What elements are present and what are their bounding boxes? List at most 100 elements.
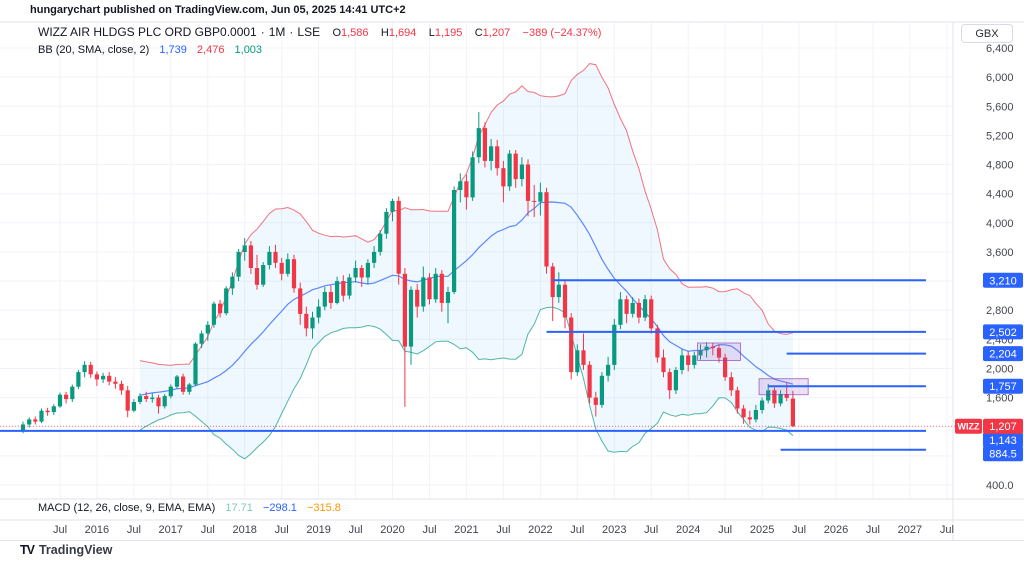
candle-body <box>150 397 155 400</box>
price-tick-label[interactable]: 4,000 <box>986 218 1014 230</box>
candle-body <box>267 251 272 265</box>
time-tick-label[interactable]: 2019 <box>306 524 330 536</box>
candle-body <box>692 355 697 365</box>
candle-body <box>532 200 537 202</box>
time-tick-label[interactable]: Jul <box>127 524 141 536</box>
candle-body <box>298 288 303 314</box>
candle-body <box>673 369 678 391</box>
candle-body <box>612 324 617 365</box>
symbol-price-tag-text: WIZZ <box>958 422 980 432</box>
time-tick-label[interactable]: Jul <box>201 524 215 536</box>
time-tick-label[interactable]: Jul <box>644 524 658 536</box>
tradingview-logo-text: TradingView <box>38 543 113 557</box>
candle-body <box>716 348 722 358</box>
price-tick-label[interactable]: 5,600 <box>986 101 1014 113</box>
candle-body <box>464 181 469 198</box>
supply-zone-box[interactable] <box>697 342 741 361</box>
price-tick-label[interactable]: 2,000 <box>986 364 1014 376</box>
level-price-label-text: 2,204 <box>989 349 1017 361</box>
price-tick-label[interactable]: 3,600 <box>986 247 1014 259</box>
time-tick-label[interactable]: 2021 <box>454 524 478 536</box>
time-tick-label[interactable]: 2025 <box>750 524 774 536</box>
level-price-label <box>983 346 1023 362</box>
price-tick-label[interactable]: 2,800 <box>986 305 1014 317</box>
candle-body <box>538 192 543 202</box>
candle-body <box>82 364 87 373</box>
candle-body <box>636 302 641 318</box>
time-tick-label[interactable]: 2022 <box>528 524 552 536</box>
candle-body <box>704 346 709 351</box>
price-tick-label[interactable]: 6,400 <box>986 43 1014 55</box>
candle-body <box>57 394 63 407</box>
time-tick-label[interactable]: Jul <box>718 524 732 536</box>
time-tick-label[interactable]: Jul <box>866 524 880 536</box>
attribution-text: hungarychart published on TradingView.co… <box>30 4 406 16</box>
candle-body <box>575 350 580 373</box>
candle-body <box>433 273 438 300</box>
time-tick-label[interactable]: Jul <box>496 524 510 536</box>
candle-body <box>784 394 789 398</box>
tradingview-logo[interactable]: TV TradingView <box>20 543 112 557</box>
currency-unit-button[interactable]: GBX <box>961 24 1013 43</box>
time-tick-label[interactable]: 2026 <box>824 524 848 536</box>
candle-body <box>199 333 204 344</box>
candle-body <box>39 410 44 422</box>
time-tick-label[interactable]: 2027 <box>898 524 922 536</box>
candle-body <box>593 397 598 405</box>
time-tick-label[interactable]: Jul <box>792 524 806 536</box>
price-tick-label[interactable]: 400.0 <box>986 480 1014 492</box>
candle-body <box>242 245 247 252</box>
candle-body <box>193 343 198 385</box>
price-tick-label[interactable]: 1,600 <box>986 393 1014 405</box>
candle-body <box>790 398 795 427</box>
time-tick-label[interactable]: Jul <box>349 524 363 536</box>
candle-body <box>205 324 210 334</box>
legend-separator: · <box>260 25 265 39</box>
time-tick-label[interactable]: 2023 <box>602 524 626 536</box>
candle-body <box>667 372 672 391</box>
candle-body <box>655 328 660 358</box>
time-tick-label[interactable]: Jul <box>570 524 584 536</box>
time-tick-label[interactable]: Jul <box>422 524 436 536</box>
candle-body <box>236 251 241 277</box>
macd-legend-row: MACD (12, 26, close, 9, EMA, EMA) 17.71 … <box>38 502 341 514</box>
change-value: −389 (−24.37%) <box>522 27 602 39</box>
time-tick-label[interactable]: Jul <box>940 524 954 536</box>
time-tick-label[interactable]: Jul <box>275 524 289 536</box>
candle-body <box>291 259 297 289</box>
candle-body <box>156 397 161 407</box>
candle-body <box>384 211 389 234</box>
candle-body <box>415 289 420 307</box>
price-tick-label[interactable]: 4,800 <box>986 160 1014 172</box>
price-tick-label[interactable]: 6,000 <box>986 72 1014 84</box>
candle-body <box>101 375 106 380</box>
time-tick-label[interactable]: 2020 <box>380 524 404 536</box>
candle-body <box>643 299 648 318</box>
level-price-label <box>983 324 1023 340</box>
ohlc-open: O1,586 <box>332 27 369 39</box>
tradingview-logo-icon: TV <box>20 543 35 557</box>
time-tick-label[interactable]: 2016 <box>85 524 109 536</box>
price-tick-label[interactable]: 5,200 <box>986 130 1014 142</box>
candle-body <box>162 396 167 407</box>
price-tick-label[interactable]: 4,400 <box>986 189 1014 201</box>
candle-body <box>513 153 518 180</box>
candle-body <box>550 266 555 298</box>
candle-body <box>556 284 561 298</box>
candle-body <box>365 262 370 278</box>
symbol-price-tag <box>955 418 982 434</box>
candle-body <box>458 181 463 190</box>
candle-body <box>507 153 512 187</box>
candle-body <box>224 288 229 314</box>
time-tick-label[interactable]: 2017 <box>159 524 183 536</box>
candle-body <box>125 390 130 411</box>
ohlc-high: H1,694 <box>380 27 417 39</box>
time-tick-label[interactable]: 2018 <box>232 524 256 536</box>
time-tick-label[interactable]: Jul <box>53 524 67 536</box>
time-tick-label[interactable]: 2024 <box>676 524 700 536</box>
exchange-label: LSE <box>297 25 321 39</box>
symbol-title: WIZZ AIR HLDGS PLC ORD GBP0.0001 <box>38 25 257 39</box>
bollinger-legend-row: BB (20, SMA, close, 2) 1,739 2,476 1,003 <box>38 43 601 58</box>
interval-label: 1M <box>268 25 286 39</box>
